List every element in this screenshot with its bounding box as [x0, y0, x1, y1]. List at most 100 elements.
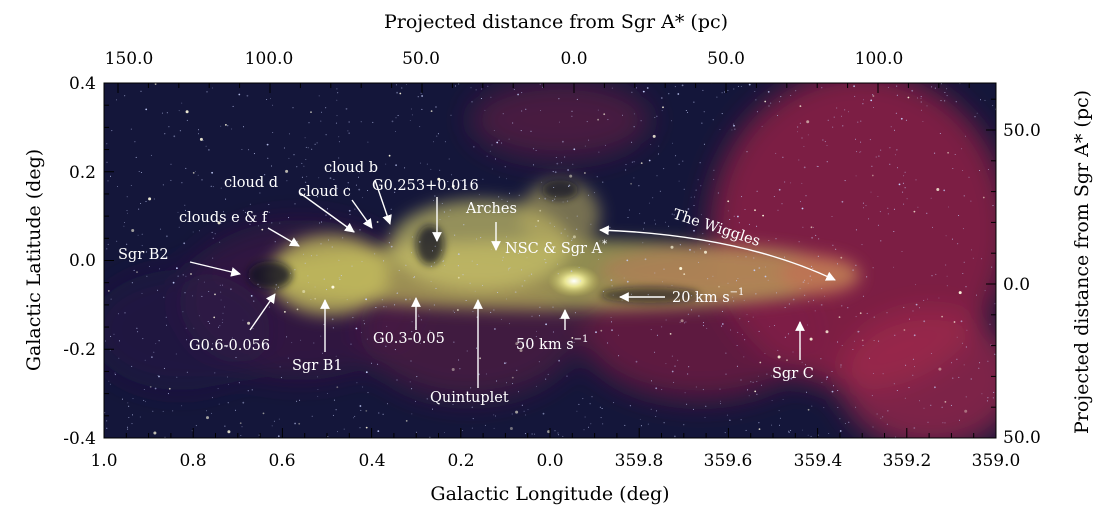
star	[199, 137, 203, 141]
star	[390, 208, 392, 210]
star	[699, 162, 701, 164]
star	[348, 209, 351, 212]
star	[374, 253, 376, 255]
star	[207, 321, 209, 322]
star	[770, 102, 772, 104]
star	[790, 429, 792, 431]
star	[381, 299, 383, 301]
star	[181, 405, 183, 407]
star	[311, 415, 313, 417]
star	[656, 410, 657, 412]
star	[835, 248, 837, 250]
bottom-tick-label: 0.4	[358, 451, 385, 471]
star	[947, 151, 949, 154]
star	[292, 107, 294, 109]
star	[178, 226, 180, 228]
star	[698, 315, 700, 317]
star	[471, 406, 473, 408]
star	[508, 323, 510, 325]
star	[799, 105, 802, 107]
star	[596, 176, 598, 178]
star	[304, 262, 306, 264]
star	[257, 283, 259, 285]
star	[727, 210, 729, 212]
star	[870, 191, 872, 193]
star	[590, 423, 592, 425]
star	[804, 279, 806, 281]
star	[733, 124, 735, 127]
star	[586, 121, 588, 123]
star	[786, 359, 788, 362]
star	[416, 431, 417, 433]
star	[107, 243, 109, 245]
star	[824, 141, 826, 143]
star	[726, 414, 728, 416]
star	[662, 106, 664, 109]
star	[561, 162, 562, 164]
star	[206, 91, 208, 93]
star	[602, 181, 604, 183]
star	[219, 284, 221, 286]
star	[413, 277, 415, 279]
star	[622, 114, 623, 116]
star	[417, 96, 419, 98]
star	[837, 341, 839, 343]
star	[471, 427, 473, 429]
star	[945, 264, 947, 266]
top-tick-label: 100.0	[855, 49, 904, 69]
star	[694, 196, 696, 198]
star	[530, 339, 532, 341]
star	[506, 298, 507, 300]
star	[506, 250, 508, 252]
star	[262, 412, 265, 415]
star	[556, 162, 559, 165]
star	[872, 373, 874, 374]
star	[922, 121, 924, 122]
star	[110, 298, 112, 300]
star	[322, 352, 324, 354]
star	[504, 166, 506, 168]
star	[564, 156, 566, 158]
star	[192, 231, 194, 233]
star	[201, 295, 203, 297]
star	[787, 333, 789, 335]
star	[740, 85, 742, 87]
star	[395, 84, 397, 86]
star	[294, 203, 296, 205]
star	[677, 359, 679, 361]
star	[699, 248, 701, 250]
star	[878, 155, 880, 157]
star	[811, 405, 813, 407]
star	[685, 321, 687, 323]
star	[941, 406, 943, 408]
star	[802, 226, 804, 228]
star	[204, 347, 206, 349]
star	[862, 202, 864, 204]
star	[738, 222, 740, 224]
star	[837, 407, 839, 408]
star	[764, 275, 767, 278]
star	[430, 280, 432, 282]
star	[151, 356, 153, 358]
star	[740, 419, 742, 421]
star	[362, 197, 363, 199]
star	[145, 252, 147, 253]
star	[415, 400, 416, 402]
star	[646, 87, 649, 89]
star	[454, 312, 455, 313]
star	[235, 356, 237, 358]
star	[831, 216, 833, 217]
star	[566, 217, 568, 219]
star	[893, 208, 895, 210]
star	[702, 389, 704, 391]
star	[887, 86, 889, 88]
star	[348, 121, 350, 123]
star	[930, 353, 932, 354]
star	[214, 372, 216, 374]
star	[856, 151, 858, 153]
star	[274, 241, 276, 243]
star	[388, 154, 391, 157]
star	[509, 267, 511, 269]
star	[397, 115, 399, 116]
star	[566, 375, 568, 377]
